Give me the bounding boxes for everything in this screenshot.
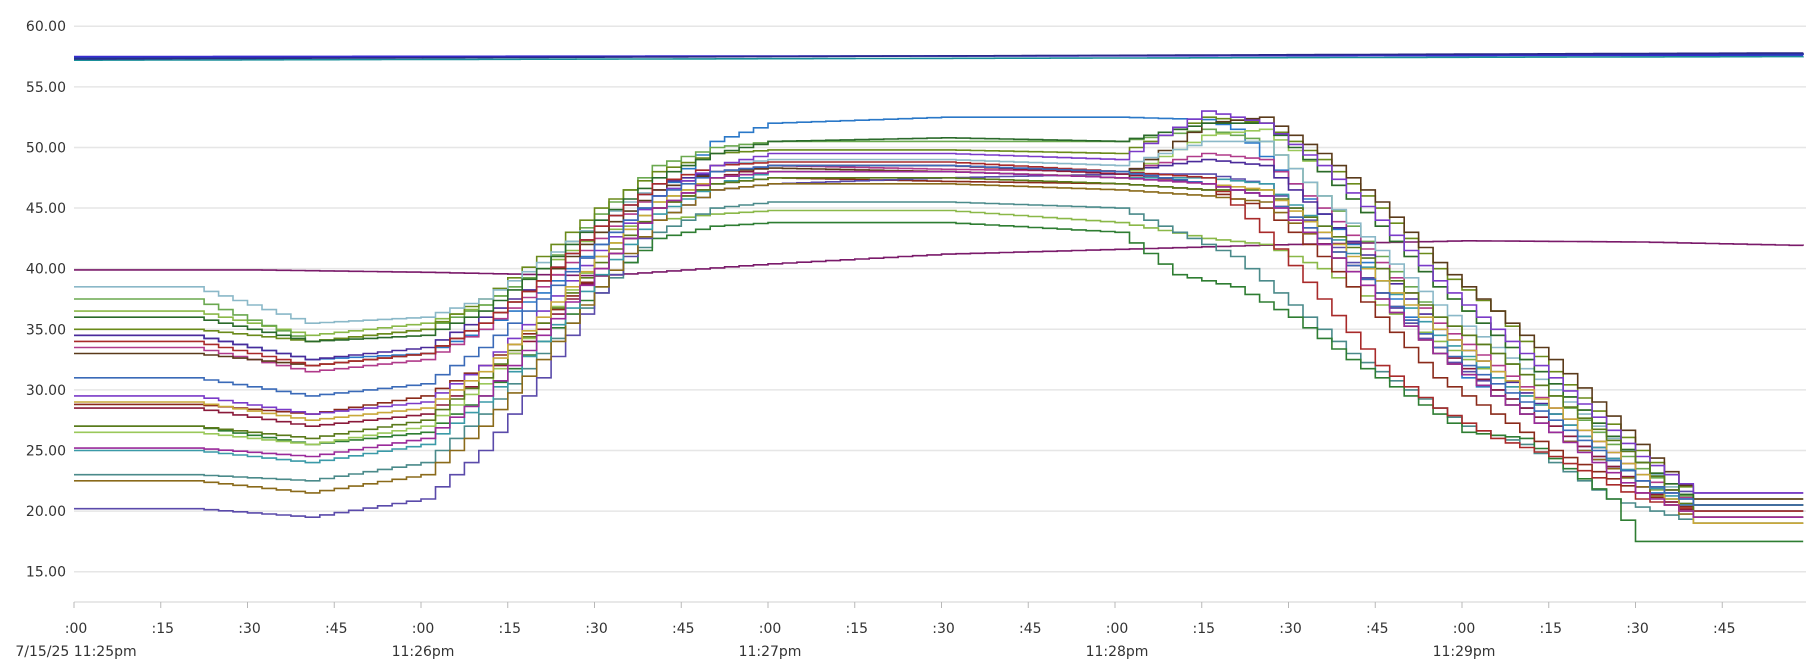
x-tick-label: :45 bbox=[1019, 621, 1042, 637]
x-time-label: 7/15/25 11:25pm bbox=[15, 644, 136, 660]
series-group bbox=[74, 52, 1804, 543]
x-time-label: 11:28pm bbox=[1086, 644, 1149, 660]
x-time-label: 11:27pm bbox=[739, 644, 802, 660]
series-line bbox=[74, 110, 1804, 494]
x-tick-label: :45 bbox=[1713, 621, 1736, 637]
series-line bbox=[74, 177, 1804, 512]
x-tick-label: :45 bbox=[1366, 621, 1389, 637]
x-tick-label: :45 bbox=[325, 621, 348, 637]
x-tick-label: :15 bbox=[151, 621, 174, 637]
series-line bbox=[74, 164, 1804, 506]
x-tick-label: :30 bbox=[585, 621, 608, 637]
x-tick-label: :30 bbox=[238, 621, 261, 637]
y-tick-label: 60.00 bbox=[26, 19, 66, 35]
series-line bbox=[74, 161, 1804, 512]
x-tick-label: :15 bbox=[498, 621, 521, 637]
series-line bbox=[74, 152, 1804, 506]
x-tick-label: :00 bbox=[65, 621, 88, 637]
y-tick-label: 30.00 bbox=[26, 383, 66, 399]
x-time-label: 11:29pm bbox=[1433, 644, 1496, 660]
x-tick-label: :30 bbox=[1626, 621, 1649, 637]
series-line bbox=[74, 164, 1804, 518]
series-line bbox=[74, 55, 1804, 61]
x-tick-label: :15 bbox=[1539, 621, 1562, 637]
x-axis: :00 7/15/25 11:25pm :15 :30 :45 :00 11:26pm :15… bbox=[15, 601, 1806, 660]
y-tick-label: 25.00 bbox=[26, 443, 66, 459]
series-line bbox=[74, 140, 1804, 512]
y-tick-label: 35.00 bbox=[26, 322, 66, 338]
x-tick-label: :30 bbox=[1279, 621, 1302, 637]
series-line bbox=[74, 177, 1804, 518]
x-tick-label: :00 bbox=[412, 621, 435, 637]
series-line bbox=[74, 170, 1804, 518]
x-tick-label: :15 bbox=[845, 621, 868, 637]
y-tick-label: 15.00 bbox=[26, 565, 66, 581]
series-line bbox=[74, 240, 1804, 277]
x-tick-label: :15 bbox=[1192, 621, 1215, 637]
x-tick-label: :30 bbox=[932, 621, 955, 637]
series-line bbox=[74, 52, 1804, 60]
series-line bbox=[74, 221, 1804, 543]
y-tick-label: 50.00 bbox=[26, 140, 66, 156]
x-tick-label: :45 bbox=[672, 621, 695, 637]
y-tick-label: 55.00 bbox=[26, 80, 66, 96]
x-tick-label: :00 bbox=[759, 621, 782, 637]
series-line bbox=[74, 173, 1804, 518]
y-tick-label: 40.00 bbox=[26, 262, 66, 278]
y-axis: 15.00 20.00 25.00 30.00 35.00 40.00 45.00 50.00… bbox=[26, 19, 66, 580]
y-tick-label: 20.00 bbox=[26, 504, 66, 520]
x-tick-label: :00 bbox=[1453, 621, 1476, 637]
series-line bbox=[74, 201, 1804, 524]
x-time-label: 11:26pm bbox=[392, 644, 455, 660]
x-tick-label: :00 bbox=[1106, 621, 1129, 637]
series-line bbox=[74, 183, 1804, 524]
y-tick-label: 45.00 bbox=[26, 201, 66, 217]
